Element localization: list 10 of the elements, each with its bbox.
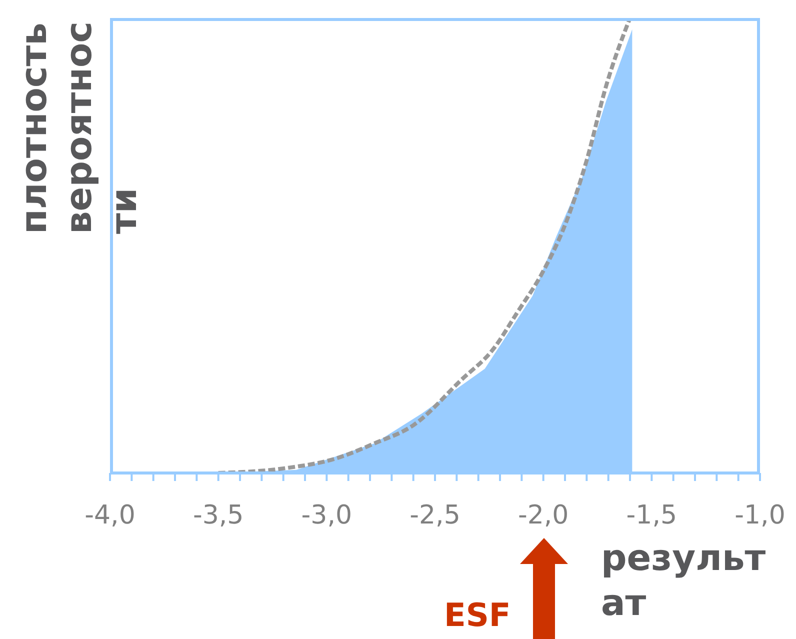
x-tick-label: -2,5 — [410, 500, 460, 530]
x-tick-label: -3,0 — [301, 500, 352, 530]
x-tick-label: -2,0 — [518, 500, 569, 530]
x-axis-title: результат — [601, 537, 767, 626]
x-tick-label: -4,0 — [84, 500, 136, 530]
x-tick-label: -1,5 — [626, 500, 678, 530]
y-axis-title: плотность вероятности — [13, 20, 146, 234]
x-tick-label: -3,5 — [192, 500, 244, 530]
text: ESF — [444, 596, 511, 634]
x-tick-label: -1,0 — [734, 500, 786, 530]
